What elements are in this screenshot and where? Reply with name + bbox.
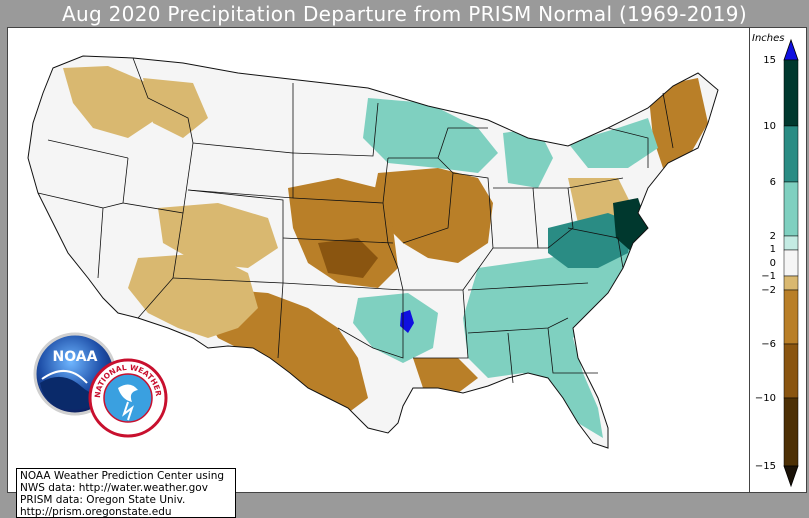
wet-region-southeast [463,238,648,438]
legend-band-dry-1-2 [783,275,799,291]
dry-region-new-england [648,78,708,168]
legend-units-label: Inches [752,33,785,44]
legend-tick-2: 2 [769,231,776,242]
dry-region-kansas-dark [318,238,378,278]
dry-region-louisiana [413,358,478,393]
credits-line-1: NOAA Weather Prediction Center using [20,470,225,482]
legend-arrow-up [783,38,799,61]
wet-region-great-lakes [568,118,658,168]
precipitation-map [27,55,719,449]
legend-tick-6: 6 [769,177,776,188]
map-panel: NOAA NATIONAL WEATHER SERVICE NOAA Weath… [7,27,750,518]
legend-colorbar [783,38,799,488]
legend-band-dry-6-10 [783,343,799,399]
credits-box: NOAA Weather Prediction Center using NWS… [16,468,236,518]
dry-region-colorado [158,203,278,268]
legend-band-1-2 [783,235,799,251]
legend-tick-neg2: −2 [761,285,776,296]
legend-tick-neg1: −1 [761,271,776,282]
state-boundaries [27,55,719,449]
legend-tick-10: 10 [763,121,776,132]
wet-region-oklahoma [353,293,438,363]
credits-line-3: PRISM data: Oregon State Univ. [20,494,186,506]
wet-region-ok-extreme [400,310,414,333]
legend-band-2-6 [783,181,799,237]
dry-region-southwest [128,253,258,338]
nws-logo: NATIONAL WEATHER SERVICE [88,358,168,438]
dry-region-northwest [63,66,158,138]
legend-arrow-down [783,465,799,488]
wet-region-michigan [503,128,553,188]
credits-line-4: http://prism.oregonstate.edu [20,506,172,518]
dry-region-idaho [143,78,208,138]
credits-line-2: NWS data: http://water.weather.gov [20,482,208,494]
legend-band-near-normal [783,249,799,277]
legend-tick-neg6: −6 [761,339,776,350]
legend-band-10-15 [783,59,799,127]
legend-tick-neg15: −15 [754,461,776,472]
legend-band-dry-10-15 [783,397,799,467]
legend-tick-1: 1 [769,244,776,255]
legend-band-6-10 [783,125,799,183]
noaa-logo-text: NOAA [53,349,98,365]
legend-band-dry-2-6 [783,289,799,345]
wet-region-appalachia [548,213,633,268]
legend-tick-0: 0 [769,258,776,269]
dry-region-midwest [373,168,493,263]
wet-region-upper-midwest [363,98,498,173]
legend-tick-15: 15 [763,55,776,66]
map-title: Aug 2020 Precipitation Departure from PR… [62,2,747,26]
legend-tick-neg10: −10 [754,393,776,404]
legend-panel: Inches 15 10 6 2 1 0 −1 −2 −6 −10 −15 [749,27,807,493]
